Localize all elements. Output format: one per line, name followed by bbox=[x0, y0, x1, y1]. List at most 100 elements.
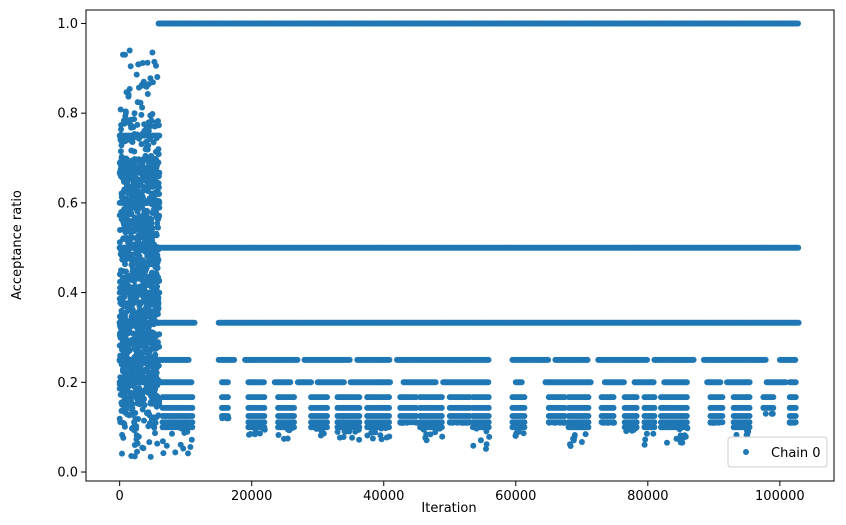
data-point bbox=[681, 432, 688, 439]
data-point bbox=[145, 119, 152, 126]
data-point bbox=[683, 419, 690, 426]
data-point bbox=[118, 126, 124, 133]
data-point bbox=[149, 49, 156, 56]
data-point bbox=[155, 224, 161, 231]
data-point bbox=[707, 419, 714, 426]
data-point bbox=[477, 437, 484, 444]
data-point bbox=[147, 112, 154, 119]
data-point bbox=[116, 239, 123, 246]
data-point bbox=[512, 424, 519, 431]
data-point bbox=[131, 371, 138, 378]
data-point bbox=[133, 348, 140, 354]
data-point bbox=[633, 413, 640, 419]
data-point bbox=[584, 356, 591, 363]
data-point bbox=[378, 436, 385, 443]
data-point bbox=[138, 327, 145, 334]
data-point bbox=[156, 277, 163, 284]
data-point bbox=[630, 427, 637, 433]
data-point bbox=[146, 420, 153, 427]
data-point bbox=[432, 429, 439, 436]
data-point bbox=[485, 404, 492, 411]
data-point bbox=[187, 444, 194, 450]
data-point bbox=[746, 394, 753, 401]
data-point bbox=[356, 404, 363, 411]
data-point bbox=[341, 428, 348, 435]
data-point bbox=[719, 404, 726, 411]
data-point bbox=[126, 47, 133, 54]
data-point bbox=[386, 356, 393, 363]
data-point bbox=[128, 233, 134, 240]
data-point bbox=[188, 436, 195, 443]
data-point bbox=[683, 394, 690, 401]
data-point bbox=[155, 184, 162, 191]
data-point bbox=[124, 302, 131, 309]
data-point bbox=[147, 453, 154, 460]
data-point bbox=[438, 413, 445, 419]
data-point bbox=[449, 419, 456, 426]
data-point bbox=[156, 132, 163, 139]
data-point bbox=[128, 336, 135, 343]
data-point bbox=[683, 413, 690, 419]
data-point bbox=[153, 156, 160, 163]
data-point bbox=[121, 274, 128, 281]
data-point bbox=[340, 434, 347, 440]
data-point bbox=[518, 379, 525, 386]
data-point bbox=[133, 175, 140, 182]
data-point bbox=[146, 351, 152, 358]
data-point bbox=[151, 424, 158, 431]
data-point bbox=[567, 443, 574, 449]
data-point bbox=[260, 379, 267, 386]
data-point bbox=[142, 299, 149, 306]
data-point bbox=[719, 413, 726, 419]
data-point bbox=[128, 407, 135, 413]
data-point bbox=[134, 121, 141, 128]
data-point bbox=[146, 439, 153, 446]
data-point bbox=[464, 419, 471, 426]
data-point bbox=[585, 404, 592, 411]
data-point bbox=[545, 356, 552, 363]
data-point bbox=[246, 431, 252, 438]
data-point bbox=[159, 438, 166, 445]
data-point bbox=[189, 419, 196, 426]
data-point bbox=[184, 428, 191, 435]
data-point bbox=[118, 284, 125, 291]
data-point bbox=[585, 424, 592, 431]
data-point bbox=[137, 300, 144, 307]
data-point bbox=[148, 153, 155, 159]
data-point bbox=[281, 435, 287, 442]
data-points bbox=[116, 20, 802, 460]
data-point bbox=[432, 379, 439, 386]
data-point bbox=[633, 419, 640, 426]
data-point bbox=[719, 394, 726, 401]
data-point bbox=[152, 304, 159, 311]
data-point bbox=[131, 110, 138, 117]
data-point bbox=[346, 356, 353, 363]
data-point bbox=[438, 404, 445, 411]
data-point bbox=[134, 440, 141, 447]
data-point bbox=[125, 190, 132, 197]
data-point bbox=[118, 267, 124, 274]
data-point bbox=[585, 394, 592, 401]
data-point bbox=[717, 379, 724, 386]
data-point bbox=[142, 152, 149, 159]
data-point bbox=[152, 430, 158, 437]
data-point bbox=[144, 59, 151, 66]
data-point bbox=[291, 394, 297, 401]
data-point bbox=[122, 345, 129, 352]
data-point bbox=[224, 404, 231, 411]
data-point bbox=[137, 314, 144, 321]
data-point bbox=[120, 226, 127, 233]
data-point bbox=[156, 401, 163, 407]
data-point bbox=[570, 435, 577, 442]
data-point bbox=[349, 434, 356, 441]
data-point bbox=[386, 419, 392, 426]
data-point bbox=[124, 178, 131, 185]
data-point bbox=[224, 379, 231, 386]
data-point bbox=[130, 218, 137, 225]
data-point bbox=[125, 364, 132, 371]
data-point bbox=[131, 341, 138, 348]
data-point bbox=[138, 332, 145, 339]
data-point bbox=[386, 394, 392, 401]
data-point bbox=[610, 413, 617, 419]
data-point bbox=[521, 404, 528, 411]
